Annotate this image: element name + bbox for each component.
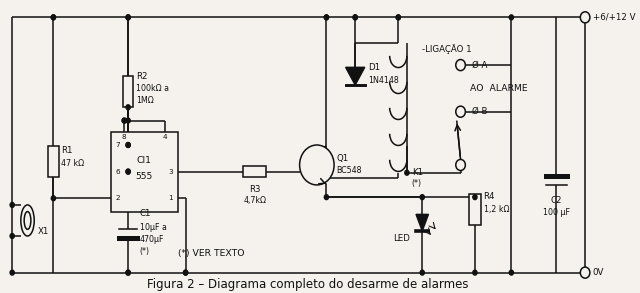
Text: 47 kΩ: 47 kΩ (61, 159, 84, 168)
Text: 6: 6 (116, 169, 120, 175)
Text: Ø A: Ø A (472, 61, 488, 69)
Text: 4: 4 (162, 134, 167, 140)
Circle shape (126, 142, 130, 147)
Circle shape (580, 267, 590, 278)
Text: 1: 1 (168, 195, 173, 201)
Text: K1: K1 (412, 168, 423, 177)
Circle shape (396, 15, 401, 20)
Circle shape (126, 270, 130, 275)
Circle shape (324, 195, 328, 200)
Text: LED: LED (394, 234, 410, 243)
Text: Figura 2 – Diagrama completo do desarme de alarmes: Figura 2 – Diagrama completo do desarme … (147, 278, 468, 291)
Text: R1: R1 (61, 146, 72, 155)
Circle shape (405, 170, 409, 175)
Text: 8: 8 (122, 134, 127, 140)
Circle shape (420, 195, 424, 200)
Circle shape (324, 15, 328, 20)
Bar (48, 146, 59, 177)
Text: BC548: BC548 (336, 166, 362, 175)
Bar (111, 132, 178, 212)
Bar (123, 76, 133, 107)
Text: 7: 7 (116, 142, 120, 148)
Polygon shape (416, 214, 428, 231)
Text: 470μF: 470μF (140, 235, 164, 244)
Text: R3: R3 (249, 185, 260, 194)
Text: 10μF a: 10μF a (140, 223, 166, 232)
Circle shape (51, 15, 56, 20)
Text: R2: R2 (136, 72, 147, 81)
Text: (*): (*) (412, 179, 422, 188)
Circle shape (300, 145, 334, 185)
Text: +6/+12 V: +6/+12 V (593, 13, 636, 22)
Circle shape (126, 118, 130, 123)
Text: 2: 2 (116, 195, 120, 201)
Circle shape (126, 270, 130, 275)
Text: -LIGAÇÃO 1: -LIGAÇÃO 1 (422, 45, 472, 54)
Circle shape (324, 15, 328, 20)
Circle shape (10, 234, 14, 239)
Circle shape (126, 105, 130, 110)
Circle shape (456, 106, 465, 117)
Text: CI1: CI1 (137, 156, 152, 165)
Circle shape (122, 118, 126, 123)
Text: 1,2 kΩ: 1,2 kΩ (484, 205, 509, 214)
Bar (469, 194, 481, 225)
Circle shape (396, 15, 401, 20)
Circle shape (580, 12, 590, 23)
Text: C2: C2 (550, 196, 562, 205)
Circle shape (126, 15, 130, 20)
Circle shape (473, 195, 477, 200)
Circle shape (126, 169, 130, 174)
Circle shape (51, 196, 56, 201)
Circle shape (420, 270, 424, 275)
Text: (*): (*) (140, 247, 150, 256)
Text: 0V: 0V (593, 268, 604, 277)
Circle shape (10, 202, 14, 207)
Text: AO  ALARME: AO ALARME (470, 84, 528, 93)
Circle shape (126, 15, 130, 20)
Circle shape (509, 15, 513, 20)
Text: Ø B: Ø B (472, 107, 488, 116)
Circle shape (353, 15, 357, 20)
Text: 1MΩ: 1MΩ (136, 96, 154, 105)
Circle shape (122, 118, 126, 123)
Text: 100kΩ a: 100kΩ a (136, 84, 169, 93)
Circle shape (473, 270, 477, 275)
Text: R4: R4 (484, 192, 495, 200)
Text: 555: 555 (136, 172, 153, 180)
Text: D1: D1 (369, 63, 381, 72)
Circle shape (456, 159, 465, 171)
Text: 100 μF: 100 μF (543, 208, 570, 217)
Circle shape (456, 59, 465, 71)
Ellipse shape (24, 212, 31, 229)
Ellipse shape (21, 205, 34, 236)
Circle shape (509, 270, 513, 275)
Circle shape (184, 270, 188, 275)
Bar (243, 166, 266, 177)
Text: C1: C1 (140, 209, 151, 218)
Circle shape (184, 270, 188, 275)
Text: 3: 3 (168, 169, 173, 175)
Circle shape (10, 270, 14, 275)
Circle shape (353, 15, 357, 20)
Circle shape (51, 15, 56, 20)
Text: X1: X1 (38, 227, 49, 236)
Circle shape (126, 169, 130, 174)
Polygon shape (346, 67, 365, 85)
Text: (*) VER TEXTO: (*) VER TEXTO (178, 249, 244, 258)
Circle shape (126, 142, 130, 147)
Text: 4,7kΩ: 4,7kΩ (243, 196, 266, 205)
Text: Q1: Q1 (336, 154, 348, 163)
Text: 1N4148: 1N4148 (369, 76, 399, 85)
